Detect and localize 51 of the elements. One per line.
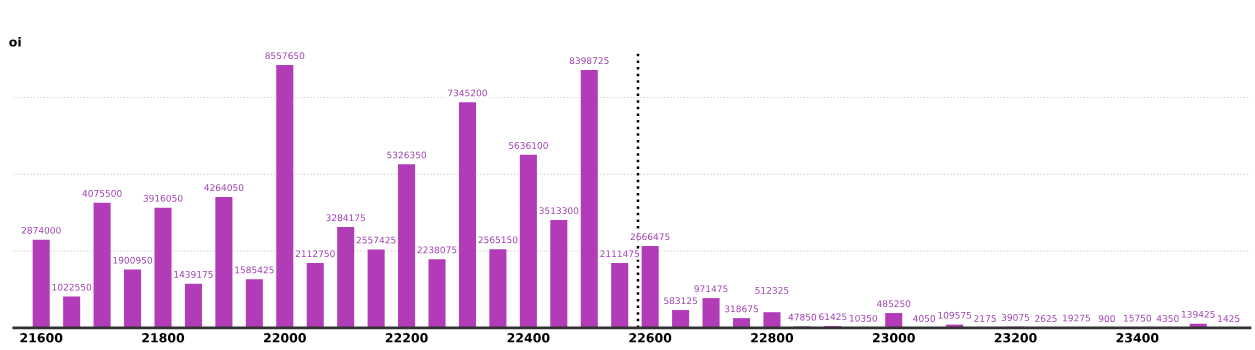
data-label: 2111475 — [600, 250, 640, 258]
data-label: 1439175 — [174, 270, 213, 278]
data-label: 139425 — [1181, 310, 1215, 318]
data-label: 900 — [1098, 315, 1115, 323]
data-label: 971475 — [694, 285, 728, 293]
data-label: 2175 — [974, 315, 996, 322]
x-tick-label: 22600 — [629, 333, 672, 343]
data-label: 2557425 — [356, 236, 396, 244]
data-label: 5636100 — [508, 142, 548, 149]
data-label: 4050 — [913, 315, 936, 322]
x-tick-label: 22800 — [751, 333, 794, 343]
data-label: 1022550 — [52, 283, 92, 291]
data-label: 61425 — [819, 313, 847, 321]
data-label: 10350 — [849, 314, 878, 322]
data-label: 47850 — [788, 313, 817, 321]
data-label: 2238075 — [417, 246, 457, 254]
data-label: 1585425 — [235, 266, 274, 274]
data-label: 3513300 — [539, 207, 579, 215]
x-tick-label: 21800 — [142, 333, 185, 343]
data-label: 1900950 — [113, 256, 153, 264]
data-label: 15750 — [1123, 314, 1152, 322]
data-label: 8557650 — [265, 52, 305, 60]
data-label: 109575 — [938, 311, 972, 319]
x-tick-label: 22000 — [264, 333, 306, 343]
data-label: 2625 — [1035, 315, 1057, 322]
data-label: 3284175 — [326, 214, 365, 222]
data-label: 512325 — [755, 286, 789, 294]
x-tick-label: 23200 — [994, 333, 1037, 343]
data-label: 39075 — [1001, 314, 1030, 321]
data-label: 583125 — [664, 297, 698, 305]
x-tick-label: 22200 — [385, 333, 428, 343]
data-label: 4350 — [1156, 315, 1179, 322]
x-tick-label: 21600 — [20, 333, 63, 343]
data-label: 3916050 — [143, 194, 183, 202]
data-label: 4264050 — [204, 184, 244, 192]
data-label: 485250 — [876, 300, 911, 308]
data-label: 2666475 — [630, 233, 670, 241]
data-label: 318675 — [724, 305, 758, 313]
data-label: 8398725 — [569, 57, 609, 65]
data-label: 2112750 — [295, 250, 335, 258]
y-axis-title: oi — [9, 36, 21, 47]
data-label: 2565150 — [478, 236, 518, 244]
data-label: 1425 — [1218, 315, 1240, 322]
x-tick-label: 22400 — [507, 333, 550, 343]
data-label: 4075500 — [82, 190, 122, 197]
data-label: 7345200 — [448, 89, 487, 97]
data-label: 5326350 — [387, 151, 427, 159]
x-tick-label: 23000 — [872, 333, 915, 343]
data-label: 2874000 — [21, 226, 61, 234]
data-label: 19275 — [1063, 314, 1090, 322]
x-tick-label: 23400 — [1116, 333, 1159, 343]
